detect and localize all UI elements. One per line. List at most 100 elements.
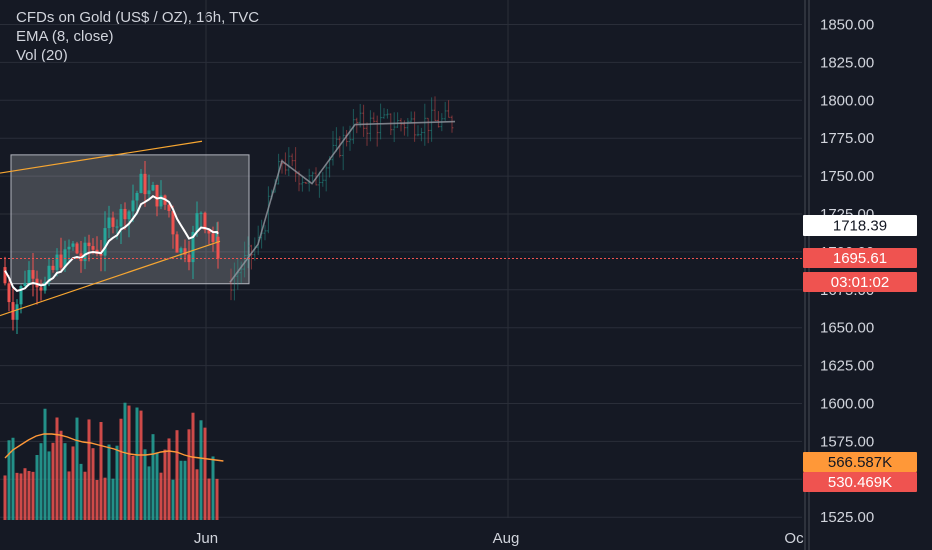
volume-bar (99, 422, 103, 520)
volume-bar (51, 442, 55, 520)
candle-body (151, 185, 155, 191)
volume-badge: 530.469K (828, 474, 892, 491)
volume-bar (211, 456, 215, 520)
volume-bar (135, 407, 139, 520)
volume-bar (155, 452, 159, 520)
candle-body (27, 270, 31, 283)
projected-bars (229, 96, 456, 301)
volume-bar (39, 443, 43, 520)
time-axis[interactable]: Jun Aug Oc (194, 530, 804, 547)
volume-bar (203, 427, 207, 520)
volume-bar (7, 440, 11, 520)
volume-bar (95, 479, 99, 520)
candle-body (67, 246, 71, 250)
candle-body (135, 192, 139, 201)
candle-body (75, 243, 79, 254)
volume-bar (215, 478, 219, 520)
candle-body (199, 212, 203, 214)
volume-bar (163, 449, 167, 520)
ema-line (4, 194, 219, 292)
candle-body (7, 283, 11, 303)
ema-indicator-label[interactable]: EMA (8, close) (16, 28, 114, 45)
candle-body (207, 229, 211, 234)
candle-body (147, 190, 151, 195)
volume-ma-badge-bg (803, 452, 917, 472)
volume-bar (131, 455, 135, 520)
candle-body (71, 243, 75, 247)
price-axis[interactable]: 1850.001825.001800.001775.001750.001725.… (820, 17, 874, 527)
volume-bar (55, 417, 59, 520)
price-tick-label: 1650.00 (820, 320, 874, 337)
volume-pane (3, 402, 224, 520)
candle-body (216, 236, 220, 259)
volume-bar (119, 418, 123, 520)
volume-bar (103, 477, 107, 520)
candle-body (179, 248, 183, 253)
chart-grid (0, 0, 802, 518)
candle-body (139, 173, 143, 193)
projection-path (229, 120, 456, 283)
volume-bar (171, 479, 175, 520)
volume-indicator-label[interactable]: Vol (20) (16, 47, 68, 64)
volume-bar (139, 410, 143, 520)
candle-body (115, 226, 119, 228)
countdown-badge-bg (803, 272, 917, 292)
candle-body (87, 242, 91, 247)
volume-bar (63, 443, 67, 520)
volume-bar (23, 468, 27, 520)
volume-bar (31, 471, 35, 520)
price-tick-label: 1800.00 (820, 92, 874, 109)
candle-body (127, 211, 131, 220)
volume-bar (147, 466, 151, 520)
candle-body (111, 217, 115, 227)
volume-ma-badge: 566.587K (828, 454, 892, 471)
candle-body (19, 286, 23, 305)
symbol-title[interactable]: CFDs on Gold (US$ / OZ), 16h, TVC (16, 9, 260, 26)
price-tick-label: 1750.00 (820, 168, 874, 185)
volume-bar (79, 463, 83, 520)
candle-body (167, 204, 171, 212)
volume-badge-bg (803, 472, 917, 492)
volume-bar (3, 475, 7, 520)
volume-bar (187, 429, 191, 520)
volume-bar (83, 471, 87, 520)
candle-body (51, 265, 55, 270)
volume-bar (175, 430, 179, 520)
candle-body (59, 254, 63, 268)
candle-body (55, 254, 59, 270)
marker-price-badge: 1718.39 (833, 218, 887, 235)
candle-body (175, 234, 179, 253)
price-tick-label: 1575.00 (820, 433, 874, 450)
candle-body (159, 195, 163, 207)
volume-bar (159, 472, 163, 520)
countdown-badge: 03:01:02 (831, 274, 889, 291)
chart-legend: CFDs on Gold (US$ / OZ), 16h, TVC EMA (8… (16, 8, 259, 65)
price-tick-label: 1625.00 (820, 358, 874, 375)
volume-bar (111, 478, 115, 520)
volume-bar (107, 444, 111, 520)
volume-bar (179, 460, 183, 520)
candle-body (211, 233, 215, 242)
candle-body (195, 213, 199, 232)
price-tick-label: 1600.00 (820, 396, 874, 413)
price-tick-label: 1525.00 (820, 509, 874, 526)
volume-bar (195, 469, 199, 520)
candle-body (99, 253, 103, 256)
volume-bar (67, 471, 71, 520)
candle-body (131, 200, 135, 212)
rectangle-drawing[interactable] (10, 154, 250, 285)
time-tick-label: Oc (784, 530, 804, 547)
candle-body (183, 248, 187, 255)
candle-body (103, 228, 107, 256)
volume-bar (91, 448, 95, 520)
volume-bar (183, 460, 187, 520)
volume-bar (143, 449, 147, 520)
channel-lower-line (0, 240, 221, 317)
volume-bar (127, 405, 131, 520)
time-tick-label: Aug (493, 530, 520, 547)
candle-body (203, 212, 207, 230)
candle-body (171, 211, 175, 235)
candle-body (155, 185, 159, 207)
volume-bar (115, 445, 119, 520)
